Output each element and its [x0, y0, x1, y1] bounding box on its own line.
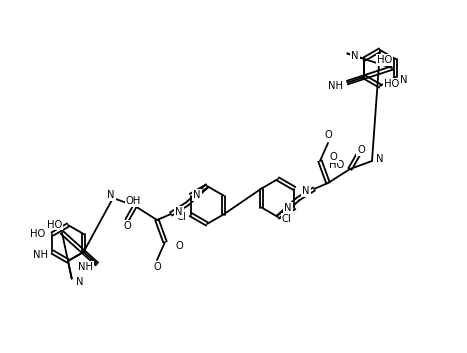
Text: N: N: [400, 75, 407, 85]
Text: HO: HO: [47, 220, 62, 229]
Text: HO: HO: [377, 55, 392, 65]
Text: HO: HO: [30, 229, 45, 239]
Text: N: N: [107, 190, 115, 200]
Text: N: N: [76, 277, 83, 287]
Text: O: O: [357, 145, 365, 155]
Text: OH: OH: [126, 196, 141, 206]
Text: HO: HO: [384, 79, 399, 89]
Text: Cl: Cl: [177, 211, 186, 221]
Text: N: N: [302, 186, 310, 196]
Text: O: O: [330, 152, 338, 162]
Text: N: N: [175, 207, 183, 217]
Text: N: N: [193, 190, 201, 200]
Text: N: N: [284, 203, 292, 213]
Text: Cl: Cl: [282, 214, 292, 224]
Text: NH: NH: [78, 262, 93, 272]
Text: O: O: [175, 241, 183, 251]
Text: NH: NH: [34, 250, 49, 260]
Text: N: N: [376, 154, 383, 164]
Text: NH: NH: [328, 80, 343, 91]
Text: O: O: [324, 130, 332, 140]
Text: O: O: [153, 262, 161, 272]
Text: HO: HO: [329, 160, 344, 170]
Text: N: N: [351, 52, 359, 61]
Text: O: O: [123, 221, 131, 231]
